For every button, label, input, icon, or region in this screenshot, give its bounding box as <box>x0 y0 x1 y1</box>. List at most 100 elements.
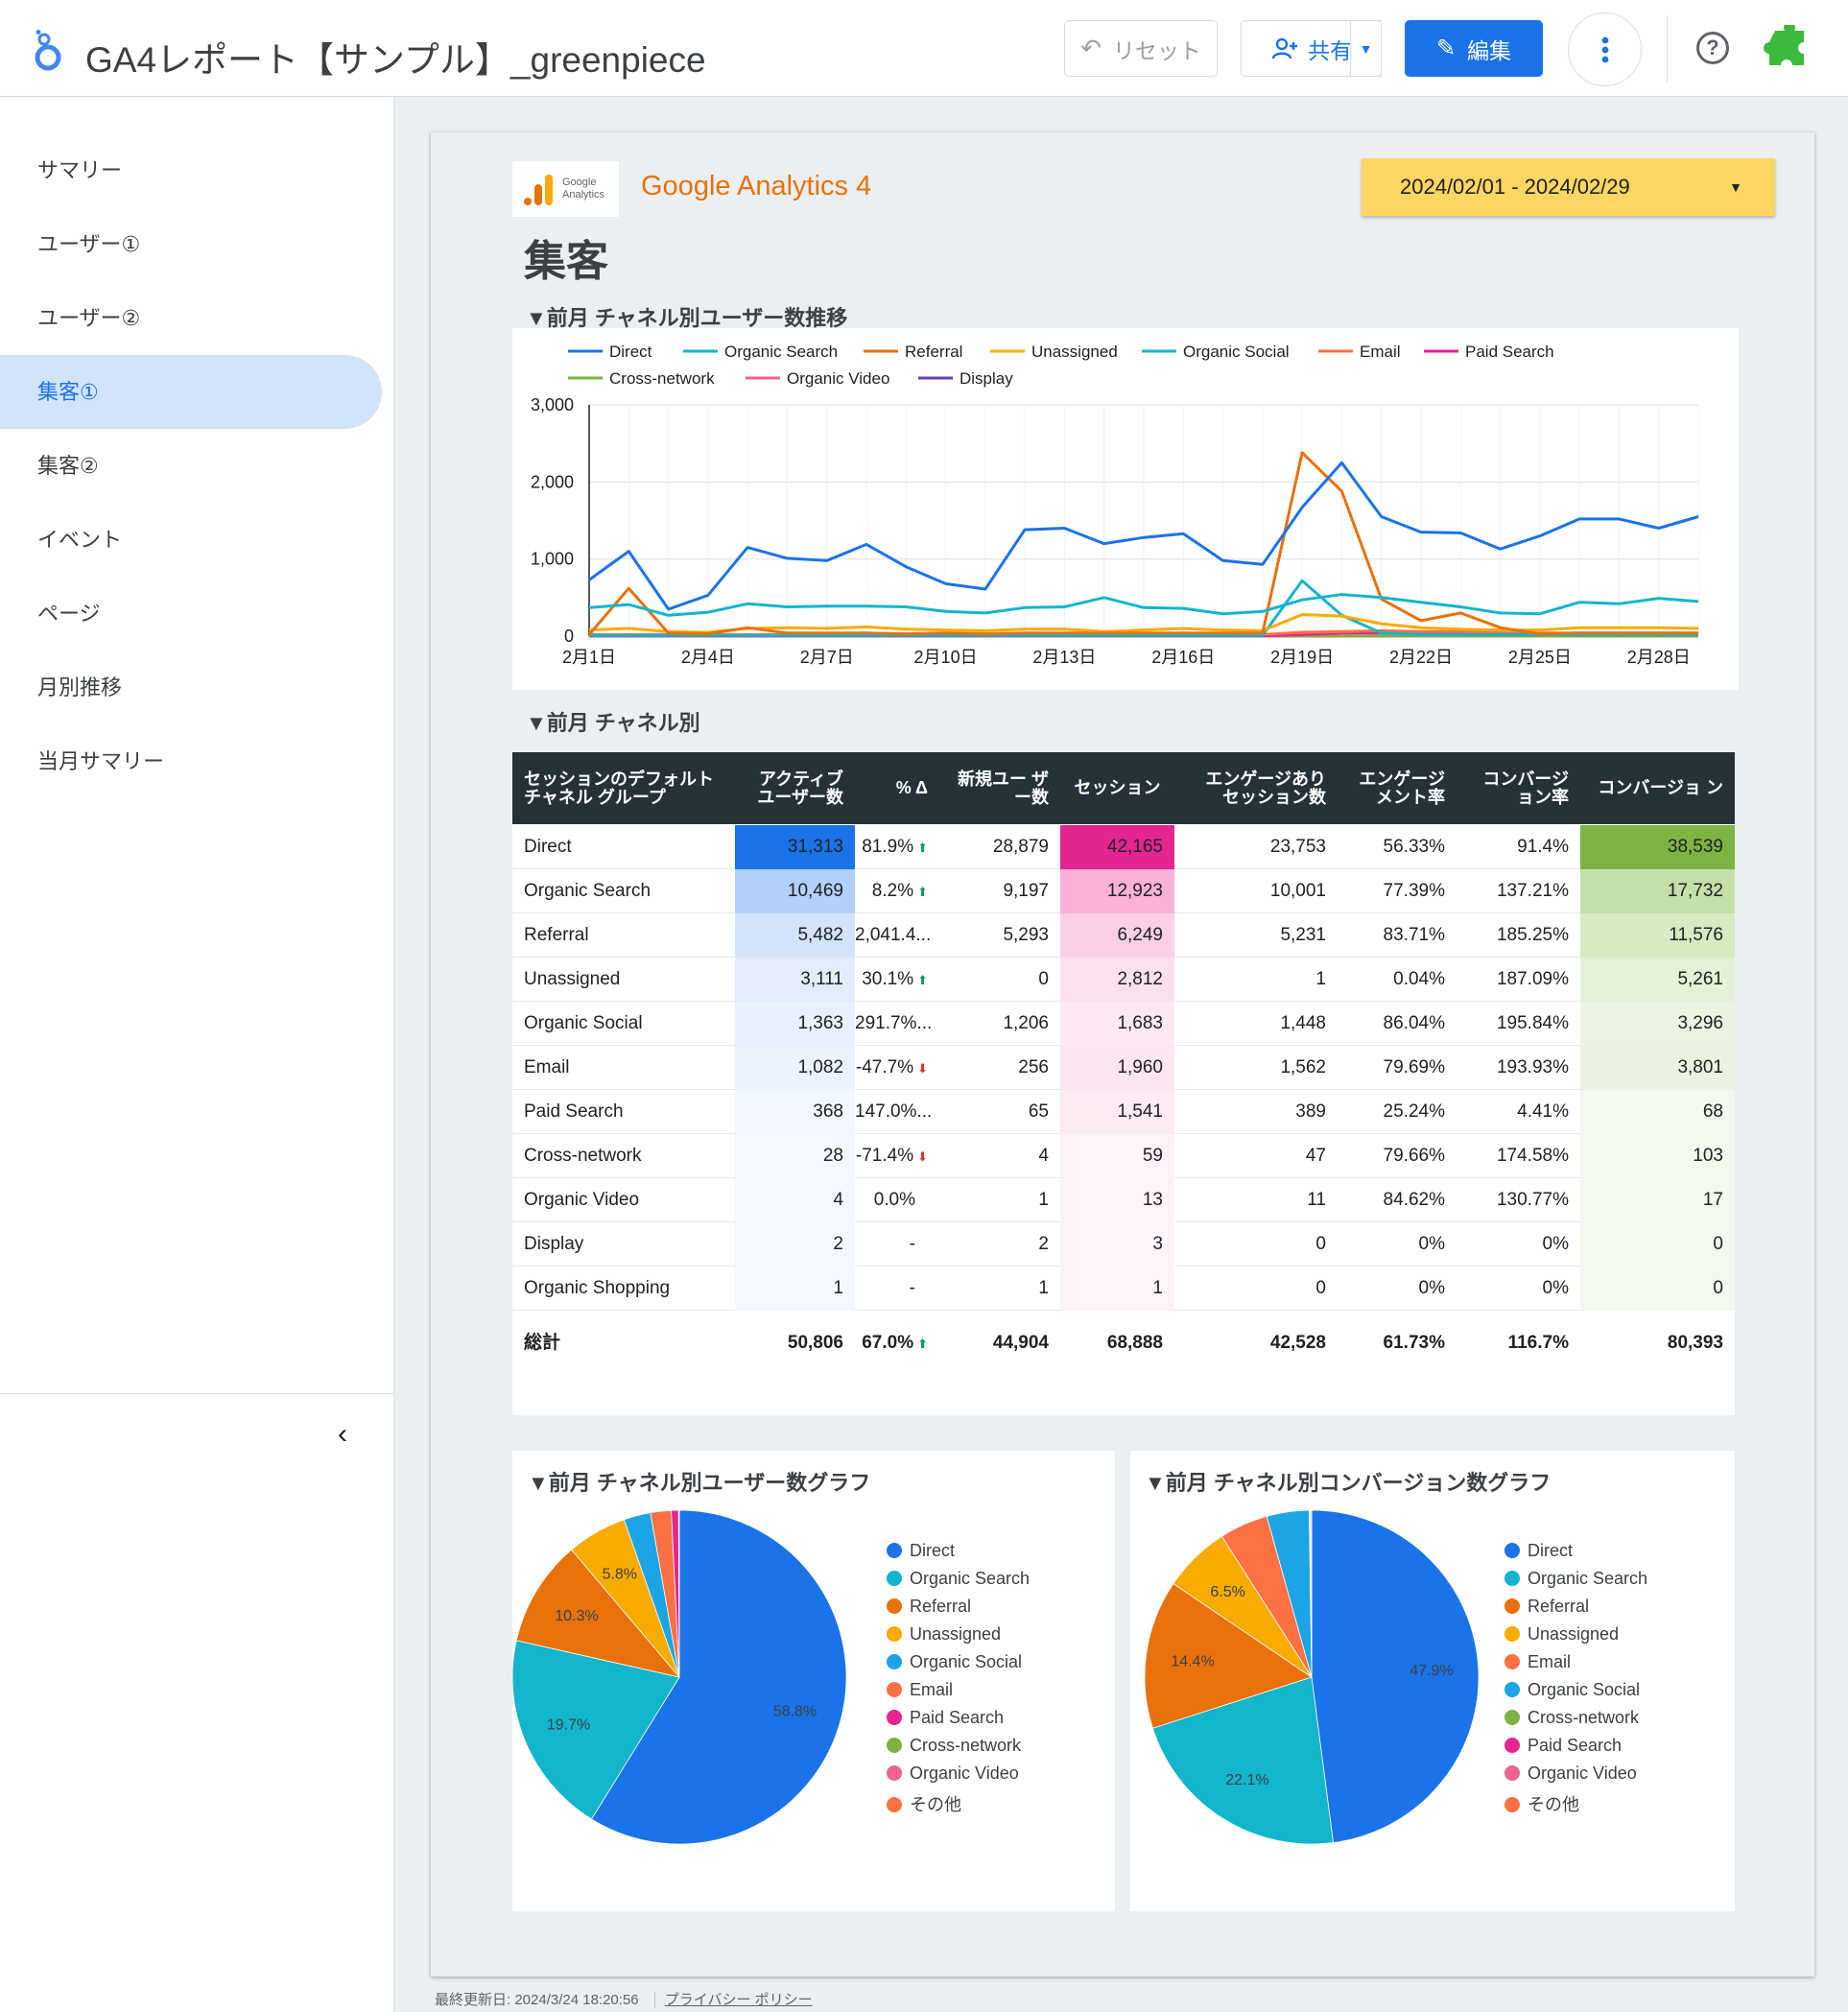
line-chart[interactable]: 0 1,000 2,000 3,000 2月1日 2月4日 2月7日 2月10日 2月13日 2月… <box>512 328 1739 690</box>
help-icon[interactable]: ? <box>1696 32 1729 64</box>
table-row[interactable]: Referral 5,482 2,041.4... 5,293 6,249 5,231 83… <box>512 913 1735 958</box>
column-header[interactable]: コンバージョ ン <box>1598 778 1723 797</box>
sidebar-item[interactable]: 月別推移 <box>37 675 123 699</box>
legend-item[interactable]: Organic Social <box>1504 1680 1640 1700</box>
legend-label[interactable]: Organic Video <box>787 369 889 388</box>
legend-item[interactable]: Email <box>1504 1652 1571 1672</box>
legend-label[interactable]: Unassigned <box>1031 343 1118 361</box>
sidebar-item[interactable]: イベント <box>37 528 123 552</box>
sidebar-item[interactable]: ページ <box>37 602 101 626</box>
legend-item[interactable]: Paid Search <box>1504 1736 1622 1756</box>
more-options-button[interactable] <box>1568 12 1642 86</box>
table-row[interactable]: Organic Video 4 0.0% 1 13 11 84.62% 130.77% 17 <box>512 1178 1735 1222</box>
legend-item[interactable]: Direct <box>1504 1541 1573 1561</box>
chevron-left-icon[interactable]: ‹ <box>338 1418 347 1450</box>
table-row[interactable]: Organic Shopping 1-1 1 0 0% 0% 0 <box>512 1266 1735 1311</box>
column-header[interactable]: エンゲージあり セッション数 <box>1205 769 1326 807</box>
legend-item[interactable]: Cross-network <box>887 1736 1021 1756</box>
legend-item[interactable]: Email <box>887 1680 953 1700</box>
legend-label[interactable]: Direct <box>609 343 652 361</box>
channel-table[interactable]: セッションのデフォルト チャネル グループ アクティブ ユーザー数 % Δ 新規ユー … <box>512 752 1735 1415</box>
legend-label[interactable]: Display <box>960 369 1013 388</box>
pie-slice[interactable] <box>590 1509 847 1845</box>
table-row[interactable]: Cross-network 28 -71.4% ⬇ 4 59 47 79.66% 174.58%… <box>512 1134 1735 1178</box>
table-row[interactable]: Organic Search 10,469 8.2% ⬆ 9,197 12,923 10,0… <box>512 869 1735 913</box>
caret-down-icon: ▼ <box>1729 179 1742 195</box>
legend-item[interactable]: Direct <box>887 1541 955 1561</box>
line-chart-svg: 0 1,000 2,000 3,000 2月1日 2月4日 2月7日 2月10日 2月13日 2月… <box>531 343 1699 667</box>
table-row[interactable]: Display 2-2 3 0 0% 0% 0 <box>512 1222 1735 1266</box>
pie-slice[interactable] <box>1144 1583 1313 1729</box>
series-line[interactable] <box>589 579 1698 637</box>
legend-item[interactable]: Organic Social <box>887 1652 1022 1672</box>
cell-channel: Display <box>524 1234 584 1254</box>
series-line[interactable] <box>587 451 1698 636</box>
cell-conv-rate: 187.09% <box>1496 969 1569 989</box>
column-header[interactable]: セッション <box>1074 778 1161 797</box>
privacy-policy-link[interactable]: プライバシー ポリシー <box>653 1992 813 2008</box>
conversions-pie-chart[interactable]: 47.9% 22.1% 14.4% 6.5% <box>1130 1451 1735 1911</box>
legend-label[interactable]: Organic Search <box>724 343 838 361</box>
pie-slice[interactable] <box>1151 1676 1334 1845</box>
legend-item[interactable]: Referral <box>887 1597 971 1617</box>
table-row[interactable]: Paid Search 368 147.0%... 65 1,541 389 25.24% 4… <box>512 1090 1735 1134</box>
legend-label[interactable]: Referral <box>905 343 962 361</box>
cell-delta: 147.0%... <box>855 1090 939 1134</box>
pie-slice[interactable] <box>1311 1509 1480 1843</box>
report-title[interactable]: GA4レポート【サンプル】_greenpiece <box>85 40 706 80</box>
table-row[interactable]: Email 1,082 -47.7% ⬇ 256 1,960 1,562 79.69% 193.… <box>512 1046 1735 1090</box>
legend-label[interactable]: Cross-network <box>609 369 715 388</box>
cell-users: 5,482 <box>735 913 855 958</box>
legend-item[interactable]: Paid Search <box>887 1708 1004 1728</box>
sidebar-item[interactable]: サマリー <box>37 158 123 182</box>
legend-item[interactable]: Organic Video <box>887 1763 1019 1784</box>
sidebar-item[interactable]: 集客② <box>37 454 99 478</box>
cell-conv: 68 <box>1580 1090 1735 1134</box>
sidebar-item[interactable]: 集客① <box>0 355 382 429</box>
legend-item[interactable]: Unassigned <box>887 1624 1001 1645</box>
legend-item[interactable]: Organic Search <box>1504 1569 1647 1589</box>
legend-item[interactable]: その他 <box>1504 1791 1579 1816</box>
date-range-control[interactable]: 2024/02/01 - 2024/02/29 ▼ <box>1362 158 1775 216</box>
column-header[interactable]: セッションのデフォルト チャネル グループ <box>524 769 714 807</box>
legend-item[interactable]: Cross-network <box>1504 1708 1639 1728</box>
legend-item[interactable]: Organic Search <box>887 1569 1030 1589</box>
column-header[interactable]: アクティブ ユーザー数 <box>757 769 843 807</box>
cell-conv-rate: 195.84% <box>1496 1013 1569 1033</box>
legend-label[interactable]: Email <box>1360 343 1401 361</box>
legend-label: Paid Search <box>1528 1736 1623 1755</box>
share-dropdown-button[interactable]: ▼ <box>1350 20 1382 77</box>
sidebar-item[interactable]: 当月サマリー <box>37 749 165 773</box>
table-row[interactable]: Unassigned 3,111 30.1% ⬆ 0 2,812 1 0.04% 187.09%… <box>512 958 1735 1002</box>
looker-studio-logo-icon[interactable] <box>32 30 64 72</box>
column-header[interactable]: エンゲージ メント率 <box>1359 769 1445 807</box>
legend-label[interactable]: Organic Social <box>1183 343 1290 361</box>
avatar[interactable] <box>1762 25 1812 71</box>
series-line[interactable] <box>588 461 1699 611</box>
legend-item[interactable]: Organic Video <box>1504 1763 1637 1784</box>
add-person-icon <box>1271 37 1297 59</box>
legend-item[interactable]: その他 <box>887 1791 961 1816</box>
column-header[interactable]: コンバージ ョン率 <box>1482 769 1569 807</box>
sidebar-item[interactable]: ユーザー① <box>37 232 141 256</box>
x-tick-label: 2月13日 <box>1032 648 1096 667</box>
edit-button[interactable]: ✎ 編集 <box>1405 20 1543 77</box>
pie-slice[interactable] <box>512 1640 680 1820</box>
cell-users: 4 <box>735 1178 855 1222</box>
column-header[interactable]: % Δ <box>895 778 928 797</box>
cell-engaged: 389 <box>1295 1101 1326 1122</box>
legend-dot <box>887 1626 902 1642</box>
series-line[interactable] <box>588 593 1699 617</box>
legend-label[interactable]: Paid Search <box>1465 343 1554 361</box>
legend-item[interactable]: Unassigned <box>1504 1624 1619 1645</box>
pie-slice[interactable] <box>515 1549 681 1678</box>
users-pie-chart[interactable]: 58.8% 19.7% 10.3% 5.8% <box>512 1451 1115 1911</box>
sidebar-item[interactable]: ユーザー② <box>37 306 141 330</box>
reset-button[interactable]: ↶ リセット <box>1064 20 1218 77</box>
legend-item[interactable]: Referral <box>1504 1597 1589 1617</box>
table-row[interactable]: Organic Social 1,363 291.7%... 1,206 1,683 1,… <box>512 1002 1735 1046</box>
y-tick-label: 1,000 <box>531 550 574 569</box>
column-header[interactable]: 新規ユー ザー数 <box>957 769 1049 807</box>
date-range-label: 2024/02/01 - 2024/02/29 <box>1400 175 1630 199</box>
table-row[interactable]: Direct 31,313 81.9% ⬆ 28,879 42,165 23,753 56.3… <box>512 825 1735 869</box>
